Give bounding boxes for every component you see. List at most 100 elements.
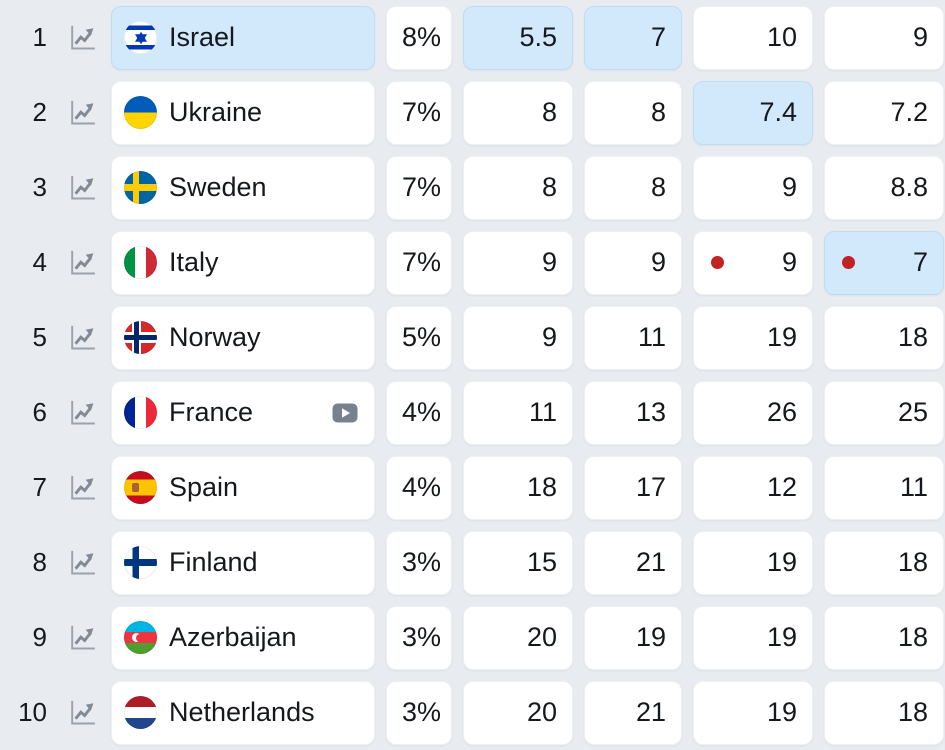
odds-value: 11 — [899, 472, 928, 502]
odds-cell[interactable]: 11 — [463, 380, 573, 445]
odds-cell[interactable]: 5.5 — [463, 5, 573, 70]
odds-value: 19 — [766, 547, 797, 577]
odds-value: 8 — [650, 172, 666, 202]
percentage-value: 3% — [401, 547, 441, 577]
odds-cell[interactable]: 19 — [693, 680, 813, 745]
country-cell[interactable]: Italy — [111, 230, 375, 295]
trend-chart-icon-svg — [71, 700, 95, 725]
country-flag-icon — [124, 621, 157, 654]
odds-cell[interactable]: 26 — [693, 380, 813, 445]
odds-cell[interactable]: 25 — [824, 380, 944, 445]
odds-value: 7 — [912, 247, 928, 277]
odds-cell[interactable]: 9 — [693, 230, 813, 295]
odds-value: 8 — [541, 172, 557, 202]
odds-cell[interactable]: 7 — [824, 230, 944, 295]
odds-cell[interactable]: 11 — [584, 305, 682, 370]
odds-cell[interactable]: 11 — [824, 455, 944, 520]
country-cell[interactable]: Spain — [111, 455, 375, 520]
trend-chart-icon-svg — [71, 475, 95, 500]
country-cell[interactable]: Azerbaijan — [111, 605, 375, 670]
table-row: 4 Italy 7% 9 9 9 7 — [0, 225, 945, 300]
odds-cell[interactable]: 18 — [463, 455, 573, 520]
odds-cell[interactable]: 18 — [824, 305, 944, 370]
odds-value: 13 — [635, 397, 666, 427]
odds-cell[interactable]: 8 — [584, 80, 682, 145]
odds-value: 8 — [650, 97, 666, 127]
rank-number: 7 — [32, 472, 47, 502]
trend-chart-icon-svg — [71, 100, 95, 125]
odds-cell[interactable]: 12 — [693, 455, 813, 520]
trend-chart-icon-svg — [71, 325, 95, 350]
odds-cell[interactable]: 18 — [824, 680, 944, 745]
odds-value: 9 — [541, 247, 557, 277]
country-flag-icon — [124, 396, 157, 429]
rank-number: 9 — [32, 622, 47, 652]
odds-cell[interactable]: 9 — [463, 305, 573, 370]
odds-cell[interactable]: 21 — [584, 530, 682, 595]
odds-cell[interactable]: 9 — [693, 155, 813, 220]
odds-cell[interactable]: 17 — [584, 455, 682, 520]
trend-chart-icon[interactable] — [65, 320, 100, 355]
country-name: France — [169, 397, 254, 427]
odds-cell[interactable]: 7 — [584, 5, 682, 70]
odds-value: 26 — [766, 397, 797, 427]
trend-chart-icon[interactable] — [65, 245, 100, 280]
trend-chart-icon[interactable] — [65, 545, 100, 580]
red-dot-indicator — [842, 256, 855, 269]
odds-value: 18 — [897, 622, 928, 652]
odds-cell[interactable]: 19 — [693, 605, 813, 670]
country-cell[interactable]: Sweden — [111, 155, 375, 220]
percentage-cell: 7% — [386, 80, 452, 145]
trend-chart-icon[interactable] — [65, 395, 100, 430]
trend-chart-icon[interactable] — [65, 95, 100, 130]
odds-cell[interactable]: 20 — [463, 605, 573, 670]
odds-cell[interactable]: 20 — [463, 680, 573, 745]
rank-number: 3 — [32, 172, 47, 202]
odds-cell[interactable]: 9 — [463, 230, 573, 295]
trend-chart-icon[interactable] — [65, 470, 100, 505]
country-cell[interactable]: Netherlands — [111, 680, 375, 745]
odds-cell[interactable]: 9 — [824, 5, 944, 70]
odds-value: 9 — [781, 172, 797, 202]
trend-chart-icon-svg — [71, 25, 95, 50]
odds-cell[interactable]: 7.2 — [824, 80, 944, 145]
odds-value: 17 — [635, 472, 666, 502]
odds-cell[interactable]: 10 — [693, 5, 813, 70]
country-name: Spain — [169, 472, 239, 502]
odds-cell[interactable]: 19 — [693, 530, 813, 595]
odds-cell[interactable]: 19 — [584, 605, 682, 670]
odds-value: 9 — [912, 22, 928, 52]
odds-cell[interactable]: 8 — [584, 155, 682, 220]
video-play-icon[interactable] — [332, 403, 358, 423]
odds-value: 18 — [897, 697, 928, 727]
odds-value: 19 — [766, 322, 797, 352]
rank-number: 5 — [32, 322, 47, 352]
trend-chart-icon[interactable] — [65, 620, 100, 655]
odds-cell[interactable]: 8 — [463, 80, 573, 145]
country-cell[interactable]: Norway — [111, 305, 375, 370]
odds-cell[interactable]: 18 — [824, 530, 944, 595]
country-cell[interactable]: Ukraine — [111, 80, 375, 145]
odds-cell[interactable]: 7.4 — [693, 80, 813, 145]
country-cell[interactable]: France — [111, 380, 375, 445]
odds-cell[interactable]: 8 — [463, 155, 573, 220]
country-cell[interactable]: Finland — [111, 530, 375, 595]
trend-chart-icon-svg — [71, 250, 95, 275]
odds-value: 8.8 — [890, 172, 928, 202]
odds-value: 18 — [897, 322, 928, 352]
odds-cell[interactable]: 15 — [463, 530, 573, 595]
trend-chart-icon[interactable] — [65, 170, 100, 205]
country-cell[interactable]: Israel — [111, 5, 375, 70]
odds-cell[interactable]: 13 — [584, 380, 682, 445]
odds-value: 9 — [781, 247, 797, 277]
odds-value: 9 — [541, 322, 557, 352]
percentage-value: 7% — [401, 247, 441, 277]
odds-cell[interactable]: 8.8 — [824, 155, 944, 220]
trend-chart-icon[interactable] — [65, 20, 100, 55]
odds-cell[interactable]: 9 — [584, 230, 682, 295]
odds-cell[interactable]: 21 — [584, 680, 682, 745]
odds-cell[interactable]: 19 — [693, 305, 813, 370]
trend-chart-icon[interactable] — [65, 695, 100, 730]
percentage-value: 4% — [401, 472, 441, 502]
odds-cell[interactable]: 18 — [824, 605, 944, 670]
